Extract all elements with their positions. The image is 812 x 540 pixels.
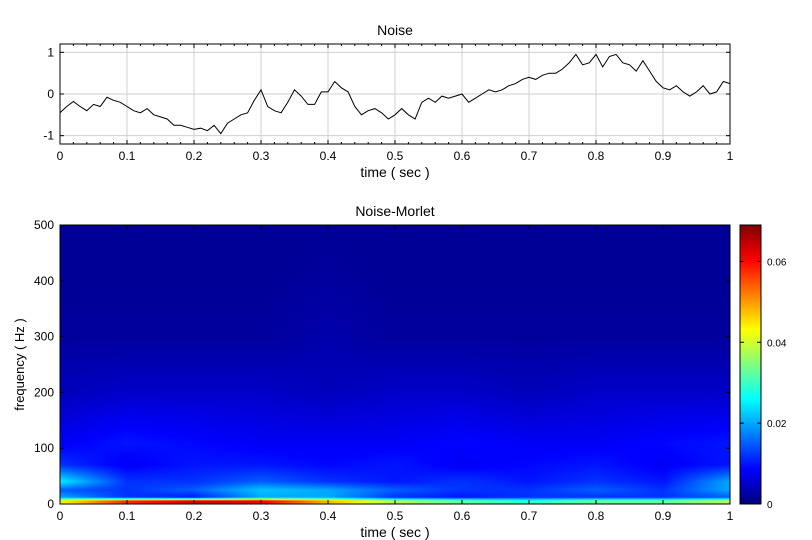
y-axis-label: frequency ( Hz ) xyxy=(12,318,27,410)
x-tick-label: 0.1 xyxy=(119,509,136,523)
x-tick-label: 1 xyxy=(727,149,734,163)
x-tick-label: 0.8 xyxy=(588,509,605,523)
colorbar-tick-label: 0.06 xyxy=(767,257,787,268)
y-tick-label: -1 xyxy=(43,129,54,143)
x-tick-label: 0.6 xyxy=(454,509,471,523)
x-tick-label: 0 xyxy=(57,149,64,163)
colorbar-tick-label: 0.02 xyxy=(767,419,787,430)
x-tick-label: 0.4 xyxy=(320,149,337,163)
chart-title: Noise xyxy=(377,22,413,38)
x-tick-label: 0.4 xyxy=(320,509,337,523)
x-axis-label: time ( sec ) xyxy=(360,524,429,540)
x-tick-label: 0.8 xyxy=(588,149,605,163)
x-tick-label: 0 xyxy=(57,509,64,523)
top-axes-frame xyxy=(59,43,731,145)
x-tick-label: 0.9 xyxy=(655,509,672,523)
spectrogram-heatmap xyxy=(60,225,730,504)
x-tick-label: 0.6 xyxy=(454,149,471,163)
x-axis-label: time ( sec ) xyxy=(360,164,429,180)
y-tick-label: 400 xyxy=(34,274,54,288)
y-tick-label: 300 xyxy=(34,330,54,344)
x-tick-label: 0.7 xyxy=(521,149,538,163)
chart-title: Noise-Morlet xyxy=(355,203,434,219)
colorbar-frame xyxy=(739,224,762,505)
y-tick-label: 200 xyxy=(34,385,54,399)
x-tick-label: 0.3 xyxy=(253,149,270,163)
x-tick-label: 0.2 xyxy=(186,149,203,163)
x-tick-label: 0.9 xyxy=(655,149,672,163)
y-tick-label: 0 xyxy=(47,497,54,511)
x-tick-label: 0.7 xyxy=(521,509,538,523)
x-tick-label: 1 xyxy=(727,509,734,523)
heatmap-axes-frame xyxy=(59,224,731,505)
noise-series-line xyxy=(59,53,731,135)
x-tick-label: 0.5 xyxy=(387,149,404,163)
y-tick-label: 0 xyxy=(47,87,54,101)
colorbar-tick-label: 0 xyxy=(767,500,773,511)
y-tick-label: 1 xyxy=(47,45,54,59)
x-tick-label: 0.5 xyxy=(387,509,404,523)
x-tick-label: 0.3 xyxy=(253,509,270,523)
colorbar-tick-label: 0.04 xyxy=(767,338,787,349)
x-tick-label: 0.1 xyxy=(119,149,136,163)
y-tick-label: 500 xyxy=(34,218,54,232)
y-tick-label: 100 xyxy=(34,441,54,455)
colorbar xyxy=(740,225,761,504)
x-tick-label: 0.2 xyxy=(186,509,203,523)
